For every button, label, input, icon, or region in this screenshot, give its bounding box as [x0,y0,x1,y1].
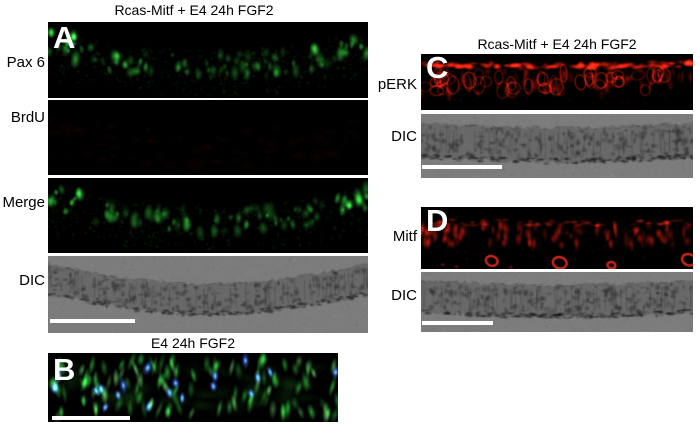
column-a-title: Rcas-Mitf + E4 24h FGF2 [114,2,274,18]
scale-bar-a-dic [50,319,135,323]
panel-a-pax6-image [48,22,368,98]
row-label-dic-d: DIC [391,287,417,304]
panel-b-title: E4 24h FGF2 [150,335,236,351]
panel-letter-d: D [426,203,449,238]
panel-c-perk-image [421,54,693,110]
panel-a-brdu-image [48,100,368,175]
panel-b-image [48,353,338,422]
panel-d-dic-image [421,272,693,332]
row-label-pax6: Pax 6 [6,54,45,71]
panel-a-merge-image [48,178,368,253]
panel-letter-c: C [426,50,449,85]
column-c-title: Rcas-Mitf + E4 24h FGF2 [477,36,637,52]
panel-letter-a: A [53,20,76,55]
row-label-brdu: BrdU [10,109,45,126]
panel-letter-b: B [53,352,76,387]
row-label-perk: pERK [377,76,417,93]
row-label-dic-a: DIC [19,272,45,289]
scale-bar-b [52,416,130,420]
panel-a-dic-image [48,256,368,333]
row-label-mitf: Mitf [392,228,417,245]
panel-d-mitf-image [421,207,693,269]
scale-bar-d-dic [422,321,493,325]
row-label-dic-c: DIC [391,128,417,145]
row-label-merge: Merge [2,194,45,211]
scale-bar-c-dic [422,165,502,169]
